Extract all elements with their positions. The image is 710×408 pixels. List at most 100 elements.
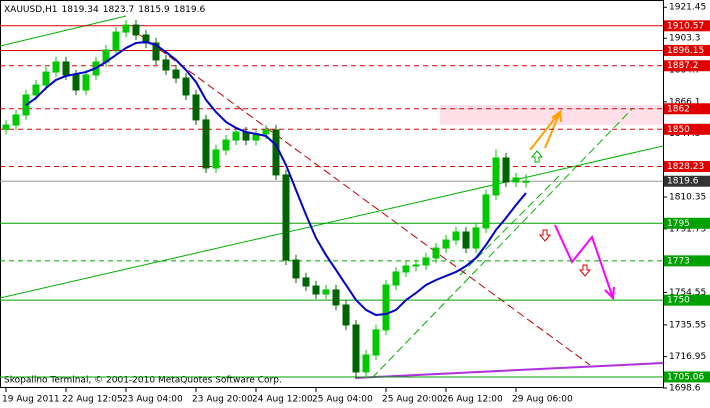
- close-value: 1819.6: [174, 5, 206, 15]
- trend-line: [0, 145, 664, 299]
- candle-body: [232, 131, 240, 141]
- candle-body: [262, 129, 270, 135]
- candle-body: [502, 157, 510, 183]
- y-tick-label: 1866.1: [669, 97, 701, 107]
- x-tick-label: 19 Aug 2011: [2, 395, 60, 405]
- down-marker: [538, 229, 552, 242]
- level-value: 1910.57: [667, 21, 704, 31]
- trend-line: [139, 34, 591, 366]
- y-tick-label: 1903.3: [669, 34, 701, 44]
- y-tick-label: 1791.75: [669, 224, 706, 234]
- candle-body: [392, 271, 400, 286]
- candle-body: [322, 289, 330, 295]
- level-box: [664, 20, 710, 32]
- forecast-path: [554, 224, 614, 299]
- low-value: 1815.9: [138, 5, 170, 15]
- candle-body: [82, 74, 90, 91]
- arrow-head: [604, 286, 615, 301]
- header: XAUUSD,H1 1819.34 1823.7 1815.9 1819.6: [4, 5, 205, 15]
- candle-body: [522, 180, 530, 183]
- level-value: 1705.06: [667, 372, 704, 382]
- candle-body: [382, 284, 390, 331]
- candle-body: [402, 265, 410, 273]
- candle-body: [472, 227, 480, 249]
- drawings: [0, 15, 664, 379]
- down-marker: [578, 264, 592, 277]
- level-value: 1850: [667, 125, 690, 135]
- candle-body: [32, 84, 40, 96]
- candle-body: [342, 304, 350, 326]
- level-label: 1773: [664, 255, 710, 267]
- candle-body: [442, 239, 450, 249]
- level-label: 1887.2: [664, 60, 710, 72]
- candle-body: [292, 259, 300, 279]
- candle-body: [152, 42, 160, 61]
- x-tick-label: 29 Aug 06:00: [512, 395, 573, 405]
- level-label: 1862: [664, 103, 710, 115]
- candle-body: [182, 77, 190, 96]
- candle-body: [112, 31, 120, 51]
- level-box: [664, 103, 710, 115]
- candle-body: [52, 61, 60, 73]
- level-label: 1705.06: [664, 371, 710, 383]
- level-box: [664, 371, 710, 383]
- candle-body: [72, 74, 80, 91]
- y-tick-label: 1716.95: [669, 352, 706, 362]
- candle-body: [372, 329, 380, 356]
- candle-body: [122, 24, 130, 33]
- candle-body: [212, 149, 220, 169]
- candle-body: [42, 71, 50, 86]
- level-value: 1887.2: [667, 61, 699, 71]
- x-tick-label: 24 Aug 12:00: [252, 395, 313, 405]
- level-label: 1896.15: [664, 44, 710, 56]
- candle-body: [512, 177, 520, 183]
- y-tick-label: 1698.6: [669, 384, 701, 394]
- candle-body: [302, 277, 310, 287]
- copyright: Skopalino Terminal, © 2001-2010 MetaQuot…: [4, 376, 282, 386]
- y-tick-label: 1735.55: [669, 320, 706, 330]
- arrow: [529, 111, 561, 151]
- candle-body: [492, 157, 500, 196]
- level-label: 1795: [664, 217, 710, 229]
- level-label: 1750: [664, 294, 710, 306]
- level-value: 1795: [667, 219, 690, 229]
- level-box: [664, 160, 710, 172]
- candle-body: [132, 24, 140, 36]
- up-marker: [530, 150, 544, 163]
- open-value: 1819.34: [62, 5, 99, 15]
- symbol: XAUUSD,H1: [4, 5, 58, 15]
- level-value: 1896.15: [667, 46, 704, 56]
- current-price-label: 1819.6: [664, 175, 710, 187]
- level-box: [664, 294, 710, 306]
- candle-body: [362, 354, 370, 373]
- x-tick-label: 22 Aug 12:05: [62, 395, 123, 405]
- candle-body: [312, 285, 320, 295]
- level-value: 1773: [667, 256, 690, 266]
- y-tick-label: 1754.55: [669, 288, 706, 298]
- candle-body: [282, 174, 290, 261]
- x-tick-label: 23 Aug 04:00: [122, 395, 183, 405]
- candle-body: [272, 129, 280, 176]
- x-tick-label: 25 Aug 04:00: [312, 395, 373, 405]
- level-box: [664, 123, 710, 135]
- plot-frame: [0, 0, 664, 388]
- target-zone: [440, 105, 663, 125]
- level-label: 1910.57: [664, 20, 710, 32]
- candle-body: [162, 59, 170, 71]
- level-value: 1862: [667, 104, 690, 114]
- price-box: [664, 175, 710, 187]
- candle-body: [62, 61, 70, 76]
- level-label: 1850: [664, 123, 710, 135]
- moving-average: [25, 40, 527, 317]
- candle-body: [462, 231, 470, 249]
- level-value: 1750: [667, 296, 690, 306]
- x-tick-label: 23 Aug 20:00: [192, 395, 253, 405]
- candle-body: [452, 231, 460, 241]
- y-tick-label: 1921.45: [669, 3, 706, 13]
- candle-body: [482, 194, 490, 229]
- level-box: [664, 255, 710, 267]
- arrow-head: [551, 110, 562, 123]
- candle-body: [202, 119, 210, 169]
- level-box: [664, 217, 710, 229]
